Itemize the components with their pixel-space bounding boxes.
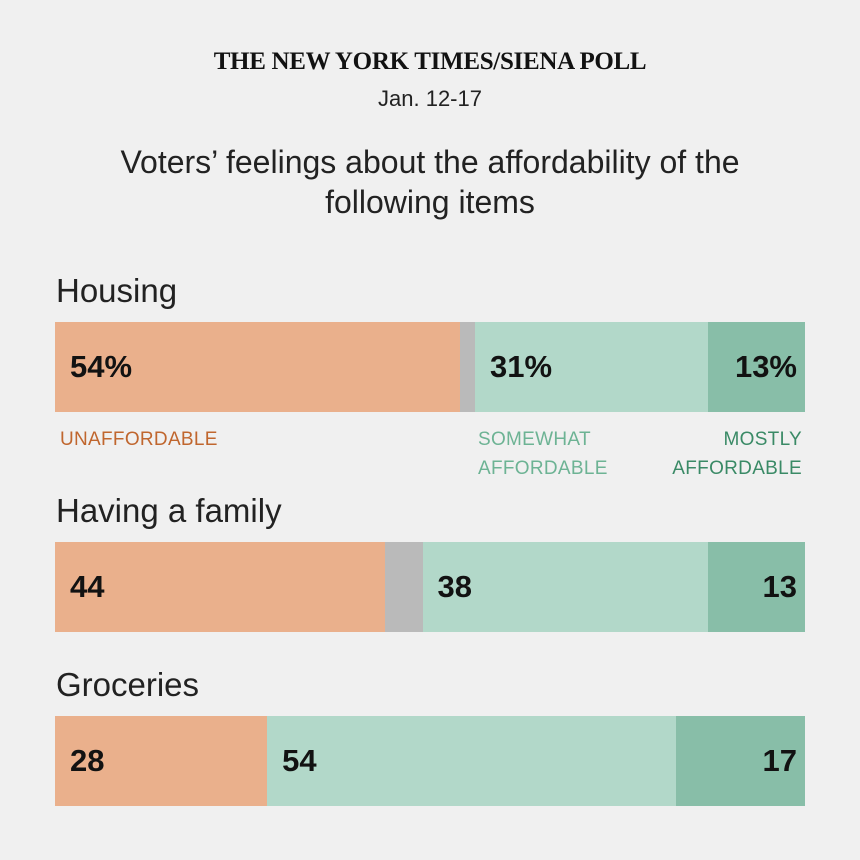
bar-segment-somewhat-affordable — [422, 542, 708, 632]
bar-segment-other — [460, 322, 475, 412]
bar-row: 28 54 17 — [55, 716, 805, 806]
data-label: 54% — [70, 349, 133, 384]
legend-unaffordable: UNAFFORDABLE — [60, 429, 218, 450]
data-label: 31% — [490, 349, 553, 384]
poll-date: Jan. 12-17 — [378, 86, 482, 111]
data-label: 13 — [762, 569, 797, 604]
chart-title: Voters’ feelings about the affordability… — [120, 144, 740, 220]
data-label: 44 — [70, 569, 105, 604]
legend-somewhat-affordable: SOMEWHAT AFFORDABLE — [478, 429, 608, 479]
category-label: Groceries — [56, 666, 200, 703]
data-label: 28 — [70, 743, 105, 778]
source-title: THE NEW YORK TIMES/SIENA POLL — [213, 48, 647, 75]
legend-mostly-affordable: MOSTLY AFFORDABLE — [672, 429, 802, 479]
data-label: 13% — [734, 349, 797, 384]
bar-segment-unaffordable — [55, 716, 268, 806]
category-label: Housing — [56, 272, 178, 309]
bar-segment-somewhat-affordable — [267, 716, 677, 806]
bar-segment-somewhat-affordable — [475, 322, 708, 412]
bar-segment-other — [385, 542, 423, 632]
bar-segment-mostly-affordable — [676, 716, 805, 806]
bar-segment-unaffordable — [55, 542, 385, 632]
data-label: 54 — [282, 743, 317, 778]
bar-row: 44 38 13 — [55, 542, 805, 632]
bar-row: 54% 31% 13% — [55, 322, 805, 412]
bar-segment-mostly-affordable — [707, 542, 805, 632]
category-label: Having a family — [56, 492, 282, 529]
bar-segment-unaffordable — [55, 322, 460, 412]
data-label: 17 — [762, 743, 797, 778]
bar-segment-mostly-affordable — [707, 322, 805, 412]
data-label: 38 — [437, 569, 472, 604]
